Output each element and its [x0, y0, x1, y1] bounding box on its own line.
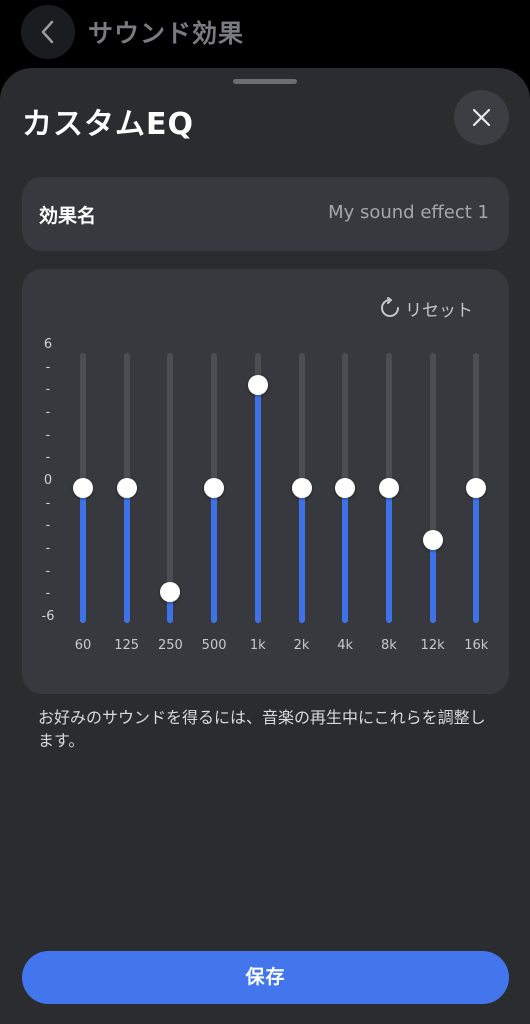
slider-knob[interactable] [160, 581, 181, 602]
slider-fill [385, 488, 392, 623]
eq-band-60[interactable]: 60 [63, 351, 103, 653]
scale-label: - [45, 495, 51, 511]
slider-fill [429, 539, 436, 623]
slider-knob[interactable] [335, 478, 356, 498]
slider-fill [298, 488, 305, 623]
top-bar: サウンド効果 [0, 0, 530, 66]
slider-knob[interactable] [247, 374, 268, 395]
eq-band-125[interactable]: 125 [107, 351, 147, 653]
scale-label: - [45, 427, 51, 443]
chevron-left-icon [41, 20, 54, 44]
slider-fill [80, 488, 86, 623]
frequency-label: 8k [380, 638, 397, 653]
topbar-title: サウンド効果 [88, 19, 245, 48]
eq-band-250[interactable]: 250 [150, 351, 190, 653]
refresh-icon [381, 297, 399, 317]
slider-fill [254, 384, 261, 623]
scale-label: - [45, 586, 51, 602]
frequency-label: 60 [74, 638, 92, 653]
frequency-label: 125 [114, 638, 140, 653]
close-icon [472, 108, 491, 127]
slider-track[interactable] [429, 353, 436, 623]
slider-fill [342, 488, 349, 623]
frequency-label: 16k [464, 638, 489, 653]
eq-band-1k[interactable]: 1k [238, 351, 278, 653]
slider-knob[interactable] [422, 529, 443, 550]
scale-label: - [45, 518, 51, 534]
sheet-grabber[interactable] [233, 79, 297, 84]
frequency-label: 500 [201, 638, 227, 653]
save-button[interactable]: 保存 [22, 951, 509, 1004]
scale-label: - [45, 405, 51, 420]
scale-label: 0 [43, 473, 53, 488]
eq-band-4k[interactable]: 4k [325, 351, 365, 653]
slider-knob[interactable] [116, 478, 137, 498]
back-button[interactable] [21, 5, 75, 59]
slider-fill [167, 591, 174, 623]
frequency-label: 12k [420, 638, 445, 653]
close-button[interactable] [454, 90, 509, 145]
scale-label: - [45, 382, 51, 398]
effect-name-label: 効果名 [39, 205, 97, 227]
custom-eq-sheet: カスタムEQ 効果名 My sound effect 1 リセット 6 - - - - -… [0, 68, 530, 1024]
eq-band-8k[interactable]: 8k [369, 351, 409, 653]
slider-fill [211, 488, 218, 623]
effect-name-field[interactable]: 効果名 My sound effect 1 [22, 177, 509, 251]
equalizer-panel: リセット 6 - - - - - 0 - - - - - -6 60 125 250 500 1k 2k 4k 8k 1… [22, 269, 509, 694]
slider-knob[interactable] [73, 478, 93, 498]
eq-band-16k[interactable]: 16k [456, 351, 496, 653]
slider-fill [123, 488, 130, 623]
scale-label: - [45, 563, 51, 579]
slider-knob[interactable] [466, 478, 487, 498]
slider-knob[interactable] [378, 478, 399, 498]
slider-knob[interactable] [291, 478, 312, 498]
frequency-label: 250 [157, 638, 183, 653]
frequency-label: 1k [249, 638, 266, 653]
slider-track[interactable] [167, 353, 174, 623]
eq-band-500[interactable]: 500 [194, 351, 234, 653]
hint-text: お好みのサウンドを得るには、音楽の再生中にこれらを調整します。 [38, 708, 486, 750]
scale-label: - [45, 541, 51, 556]
slider-fill [473, 488, 480, 623]
eq-band-2k[interactable]: 2k [282, 351, 322, 653]
slider-knob[interactable] [204, 478, 225, 498]
scale-label: - [45, 450, 51, 466]
sheet-title: カスタムEQ [22, 107, 194, 142]
scale-label: -6 [41, 609, 55, 624]
eq-band-12k[interactable]: 12k [413, 351, 453, 653]
frequency-label: 2k [293, 638, 310, 653]
reset-button[interactable]: リセット [379, 296, 473, 321]
scale-label: - [45, 359, 51, 375]
effect-name-value: My sound effect 1 [328, 202, 489, 223]
reset-label: リセット [405, 300, 473, 321]
scale-label: 6 [43, 337, 53, 352]
frequency-label: 4k [337, 638, 354, 653]
